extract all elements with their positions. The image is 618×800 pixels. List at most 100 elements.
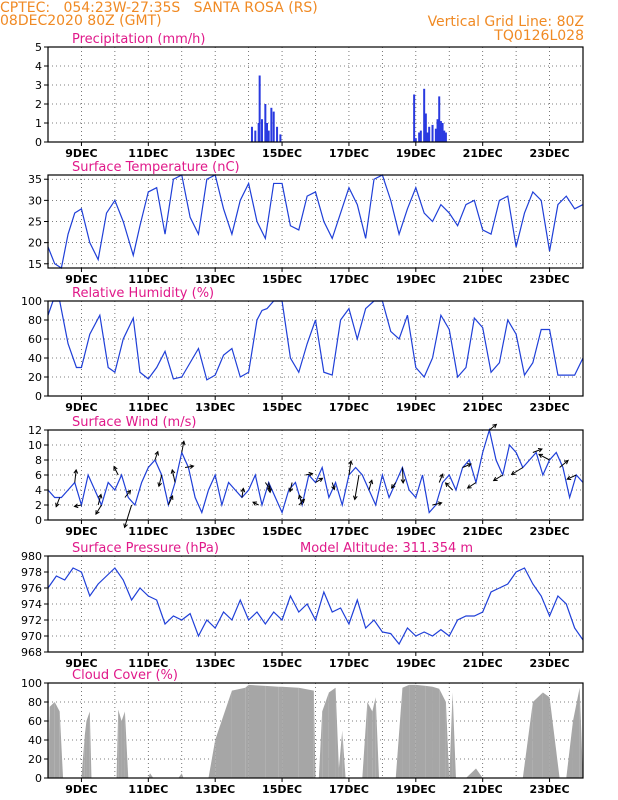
precipitation-bar [436, 119, 439, 142]
wind-vector-shaft [489, 424, 497, 431]
precipitation-bar [434, 128, 437, 142]
pressure-xtick-label: 11DEC [128, 657, 168, 670]
humidity-title: Relative Humidity (%) [72, 286, 214, 301]
wind-vector-head [492, 476, 498, 482]
temperature-ytick-label: 30 [28, 194, 42, 207]
wind-vector-head [300, 498, 306, 504]
precipitation-ytick-label: 3 [35, 79, 42, 92]
cloud-cover-xtick-label: 23DEC [530, 783, 570, 796]
cloud-cover-segment [116, 709, 119, 778]
wind-vector-shaft [289, 482, 293, 492]
wind-ytick-label: 10 [28, 439, 42, 452]
wind-vector-head [157, 482, 162, 488]
cloud-cover-segment [409, 684, 416, 778]
wind-vector-head [240, 487, 246, 493]
wind-ytick-label: 4 [35, 484, 42, 497]
cloud-cover-xtick-label: 9DEC [65, 783, 97, 796]
cloud-cover-segment [342, 730, 346, 778]
cloud-cover-segment [89, 711, 92, 778]
pressure-annotation: Model Altitude: 311.354 m [300, 541, 473, 556]
wind-vector-shaft [511, 467, 524, 475]
wind-vector-shaft [55, 497, 61, 507]
temperature-frame [47, 174, 584, 269]
cloud-cover-segment [298, 687, 314, 778]
wind-vector-head [189, 464, 195, 469]
precipitation-bar [438, 96, 441, 142]
wind-vector-head [537, 447, 543, 453]
cloud-cover-frame [47, 682, 584, 779]
wind-vector-head [297, 494, 303, 500]
pressure-series-line [47, 567, 584, 646]
pressure-ytick-label: 974 [21, 598, 42, 611]
humidity-xtick-label: 15DEC [262, 401, 302, 414]
cloud-cover-xtick-label: 11DEC [128, 783, 168, 796]
cloud-cover-segment [367, 702, 373, 778]
precipitation-bar [261, 119, 263, 142]
precipitation-bar [250, 126, 253, 142]
cloud-cover-xtick-label: 17DEC [329, 783, 369, 796]
wind-vector-shaft [171, 469, 176, 483]
pressure-ytick-label: 980 [21, 550, 42, 563]
wind-ytick-label: 12 [28, 424, 42, 437]
precipitation-xtick-label: 19DEC [396, 147, 436, 160]
cloud-cover-xtick-label: 15DEC [262, 783, 302, 796]
cloud-cover-segment [181, 773, 184, 778]
wind-vector-shaft [493, 474, 504, 482]
cloud-cover-segment [54, 702, 60, 778]
wind-vector-shaft [241, 488, 244, 498]
pressure-ytick-label: 976 [21, 582, 42, 595]
cloud-cover-segment [81, 735, 85, 778]
precipitation-bar [418, 132, 421, 142]
precipitation-bar [276, 126, 279, 142]
cloud-cover-segment [415, 684, 426, 778]
cloud-cover-segment [476, 768, 483, 778]
cloud-cover-segment [208, 740, 216, 778]
wind-vector-head [492, 423, 498, 429]
precipitation-bar [439, 121, 442, 142]
wind-vector-head [154, 450, 160, 456]
header-station: CPTEC: 054:23W-27:35S SANTA ROSA (RS) [0, 0, 318, 16]
cloud-cover-segment [335, 687, 339, 778]
precipitation-ytick-label: 2 [35, 98, 42, 111]
temperature-xtick-label: 17DEC [329, 273, 369, 286]
wind-ytick-label: 2 [35, 499, 42, 512]
wind-xtick-label: 17DEC [329, 525, 369, 538]
temperature-ytick-label: 25 [28, 216, 42, 229]
cloud-cover-segment [118, 709, 122, 778]
humidity-xtick-label: 21DEC [463, 401, 503, 414]
wind-ytick-label: 6 [35, 469, 42, 482]
temperature-xtick-label: 13DEC [195, 273, 235, 286]
wind-vector-shaft [432, 502, 442, 506]
wind-vector-shaft [252, 501, 259, 506]
header-model-code: TQ0126L028 [494, 28, 584, 44]
wind-vector-shaft [154, 451, 159, 461]
wind-vector-head [123, 523, 128, 529]
humidity-ytick-label: 60 [28, 333, 42, 346]
cloud-cover-segment [231, 687, 246, 778]
cloud-cover-xtick-label: 13DEC [195, 783, 235, 796]
temperature-xtick-label: 19DEC [396, 273, 436, 286]
precipitation-ytick-label: 4 [35, 60, 42, 73]
wind-vector-head [95, 510, 100, 515]
cloud-cover-segment [549, 697, 560, 778]
cloud-cover-segment [439, 688, 446, 778]
temperature-title: Surface Temperature (nC) [72, 160, 240, 175]
wind-vector-head [368, 479, 374, 485]
precipitation-bar [254, 130, 257, 142]
cloud-cover-ytick-label: 0 [35, 772, 42, 785]
precipitation-bar [272, 111, 275, 142]
humidity-ytick-label: 100 [21, 295, 42, 308]
temperature-xtick-label: 11DEC [128, 273, 168, 286]
precipitation-xtick-label: 11DEC [128, 147, 168, 160]
cloud-cover-xtick-label: 19DEC [396, 783, 436, 796]
wind-vector-shaft [401, 467, 404, 483]
wind-vector-shaft [532, 448, 543, 453]
wind-xtick-label: 15DEC [262, 525, 302, 538]
wind-vector-head [170, 468, 176, 474]
wind-vector-head [126, 489, 132, 495]
wind-vector-head [55, 502, 60, 508]
pressure-ytick-label: 972 [21, 614, 42, 627]
precipitation-bar [414, 138, 417, 142]
precipitation-bar [428, 126, 431, 142]
cloud-cover-segment [121, 711, 125, 778]
